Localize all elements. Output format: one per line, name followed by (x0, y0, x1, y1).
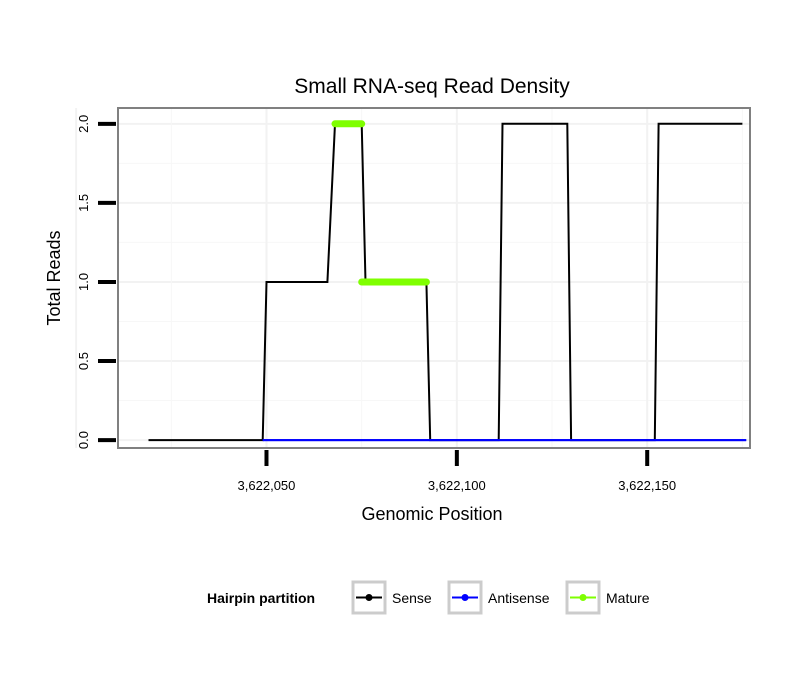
x-tick-label: 3,622,150 (618, 478, 676, 493)
legend-key-mature-dot (579, 594, 587, 601)
series-layer (148, 120, 747, 442)
legend-title: Hairpin partition (207, 590, 315, 606)
legend: Hairpin partition Sense Antisense Mature (207, 580, 650, 615)
x-axis: 3,622,050 3,622,100 3,622,150 (238, 450, 676, 493)
panel-grid (75, 108, 750, 448)
legend-item-sense: Sense (351, 580, 432, 615)
y-tick-label: 1.0 (76, 273, 91, 291)
legend-key-sense-dot (365, 594, 373, 601)
y-tick-label: 0.0 (76, 431, 91, 449)
y-tick-label: 1.5 (76, 194, 91, 212)
legend-label-mature: Mature (606, 590, 650, 606)
legend-item-mature: Mature (565, 580, 650, 615)
x-axis-title: Genomic Position (361, 504, 502, 524)
y-tick-label: 2.0 (76, 115, 91, 133)
y-tick-label: 0.5 (76, 352, 91, 370)
legend-item-antisense: Antisense (447, 580, 550, 615)
legend-label-sense: Sense (392, 590, 432, 606)
x-tick-label: 3,622,050 (238, 478, 296, 493)
panel-border (117, 107, 751, 449)
y-axis: 0.0 0.5 1.0 1.5 2.0 (76, 115, 116, 449)
legend-label-antisense: Antisense (488, 590, 550, 606)
chart-title: Small RNA-seq Read Density (294, 75, 570, 98)
legend-key-antisense-dot (461, 594, 469, 601)
y-axis-title: Total Reads (44, 230, 64, 325)
x-tick-label: 3,622,100 (428, 478, 486, 493)
